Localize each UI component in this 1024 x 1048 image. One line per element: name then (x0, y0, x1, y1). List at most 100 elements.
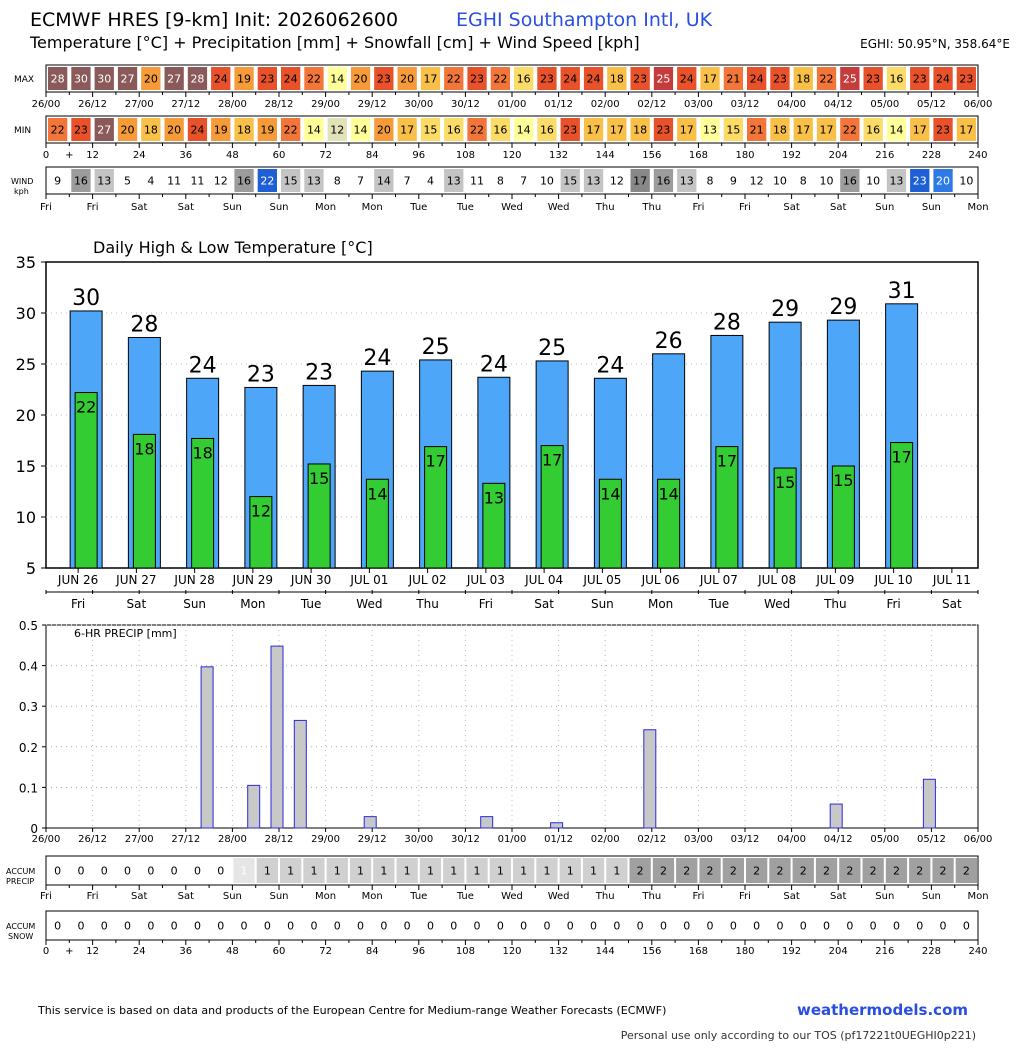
max-temp-cell (677, 67, 697, 90)
accum-precip-cell (280, 858, 302, 883)
accum-precip-cell (489, 858, 511, 883)
min-temp-value: 18 (237, 124, 251, 137)
accum-precip-value: 2 (940, 865, 947, 878)
accum-hour-tick-label: 204 (829, 946, 848, 957)
hour-tick-label: 144 (596, 150, 615, 161)
accum-precip-label: ACCUM (6, 867, 35, 876)
weekday-tick-label: Wed (501, 202, 523, 213)
low-temp-label: 18 (134, 439, 154, 458)
date-tick-label: 28/12 (265, 99, 294, 110)
accum-precip-value: 0 (101, 865, 108, 878)
max-temp-cell (793, 67, 813, 90)
wind-speed-value: 17 (633, 175, 647, 188)
max-temp-value: 23 (633, 73, 647, 86)
wind-speed-cell (141, 169, 161, 192)
wind-speed-cell (583, 169, 604, 192)
accum-snow-cell (210, 913, 232, 938)
date-tick-label: 01/12 (544, 99, 573, 110)
accum-snow-value: 0 (380, 920, 387, 933)
min-temp-value: 24 (190, 124, 204, 137)
accum-precip-value: 1 (450, 865, 457, 878)
high-temp-label: 28 (713, 310, 741, 335)
max-temp-value: 24 (680, 73, 694, 86)
accum-precip-value: 1 (520, 865, 527, 878)
wind-speed-value: 7 (520, 175, 527, 188)
weekday-tick-label: Fri (40, 202, 52, 213)
accum-precip-cell (47, 858, 69, 883)
precip-bar (270, 645, 284, 829)
temp-y-tick-label: 5 (26, 559, 36, 578)
date-tick-label: 03/00 (684, 99, 713, 110)
min-temp-cell (700, 118, 720, 141)
min-temp-cell (304, 118, 324, 141)
wind-speed-cell (164, 169, 184, 192)
hour-tick-label: 132 (549, 150, 568, 161)
accum-snow-value: 0 (707, 920, 714, 933)
date-tick-label: 26/00 (32, 99, 61, 110)
min-temp-cell (840, 118, 860, 141)
max-temp-cell (304, 67, 324, 90)
max-temp-value: 17 (423, 73, 437, 86)
accum-snow-cell (839, 913, 861, 938)
max-temp-value: 21 (726, 73, 740, 86)
wind-speed-cell (374, 169, 394, 192)
accum-hour-tick-label: 48 (226, 946, 239, 957)
temp-weekday-label: Sun (591, 597, 614, 611)
date-tick-label: 29/12 (358, 99, 387, 110)
hour-tick-label: 168 (689, 150, 708, 161)
accum-precip-cell (140, 858, 162, 883)
temp-x-tick-label: JUL 08 (757, 573, 796, 587)
temp-weekday-label: Tue (708, 597, 730, 611)
min-temp-cell (327, 118, 347, 141)
accum-snow-cell (186, 913, 209, 938)
temp-weekday-label: Sun (183, 597, 206, 611)
accum-precip-value: 0 (217, 865, 224, 878)
accum-weekday-tick-label: Sat (178, 891, 194, 902)
precip-bar (247, 784, 261, 829)
max-temp-cell (187, 67, 208, 90)
weekday-tick-label: Sun (223, 202, 242, 213)
accum-precip-value: 2 (893, 865, 900, 878)
accum-precip-value: 0 (147, 865, 154, 878)
precip-x-tick-label: 29/00 (311, 834, 340, 845)
temp-weekday-label: Thu (823, 597, 847, 611)
low-temp-label: 13 (484, 488, 504, 507)
low-temp-bar (365, 478, 389, 569)
wind-speed-value: 13 (447, 175, 461, 188)
accum-precip-cell (233, 858, 255, 883)
wind-speed-value: 13 (97, 175, 111, 188)
min-temp-cell (723, 118, 743, 141)
accum-snow-cell (722, 913, 744, 938)
max-temp-value: 18 (796, 73, 810, 86)
max-temp-value: 18 (610, 73, 624, 86)
accum-snow-value: 0 (404, 920, 411, 933)
accum-weekday-tick-label: Fri (87, 891, 99, 902)
accum-snow-frame (45, 910, 979, 941)
min-temp-cell (71, 118, 91, 141)
accum-snow-cell (885, 913, 908, 938)
temp-x-tick-label: JUL 03 (466, 573, 505, 587)
accum-weekday-tick-label: Thu (595, 891, 615, 902)
weekday-tick-label: Sat (131, 202, 147, 213)
max-temp-value: 22 (820, 73, 834, 86)
accum-snow-value: 0 (54, 920, 61, 933)
accum-snow-cell (140, 913, 162, 938)
wind-speed-cell (863, 169, 883, 192)
brand-link[interactable]: weathermodels.com (797, 1001, 968, 1019)
max-temp-row: 28 30 30 27 20 27 28 24 19 23 24 22 14 20 23 20 17 22 23 22… (45, 64, 979, 97)
min-temp-cell (886, 118, 907, 141)
accum-snow-value: 0 (474, 920, 481, 933)
station-coords: EGHI: 50.95°N, 358.64°E (860, 37, 1010, 51)
wind-speed-cell (94, 169, 114, 192)
tos-notice: Personal use only according to our TOS (… (621, 1029, 976, 1042)
min-temp-value: 14 (307, 124, 321, 137)
accum-precip-cell (769, 858, 791, 883)
wind-speed-cell (723, 169, 743, 192)
accum-precip-cell (443, 858, 465, 883)
accum-snow-value: 0 (800, 920, 807, 933)
accum-precip-value: 1 (310, 865, 317, 878)
min-temp-value: 16 (493, 124, 507, 137)
